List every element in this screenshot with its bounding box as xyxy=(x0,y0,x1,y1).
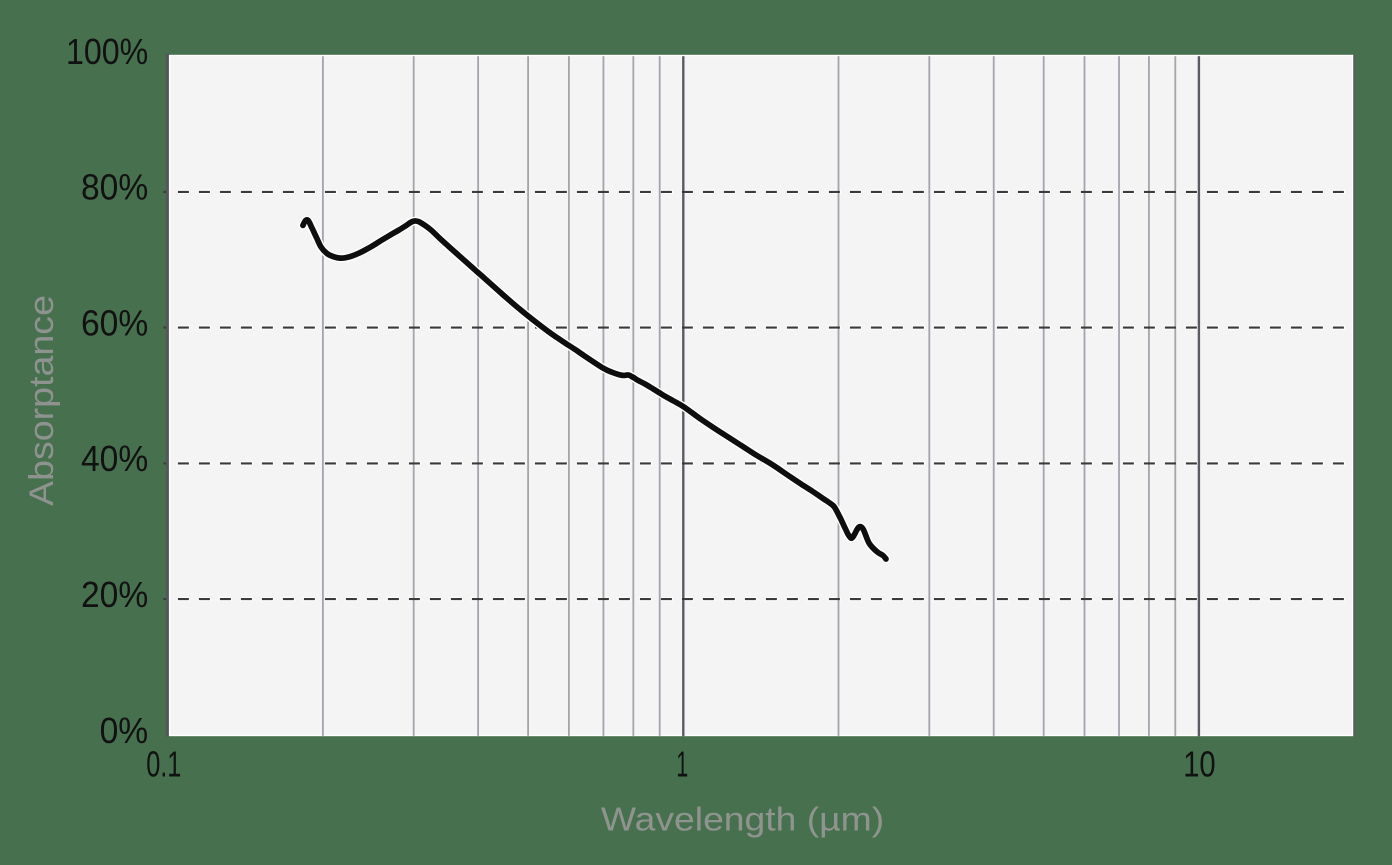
svg-text:100%: 100% xyxy=(66,31,148,72)
svg-text:0.1: 0.1 xyxy=(146,743,181,784)
svg-text:20%: 20% xyxy=(81,574,148,615)
svg-text:Wavelength (µm): Wavelength (µm) xyxy=(601,801,884,838)
svg-text:10: 10 xyxy=(1183,743,1215,784)
svg-text:1: 1 xyxy=(676,743,688,784)
svg-text:60%: 60% xyxy=(81,302,148,343)
svg-text:0%: 0% xyxy=(100,710,149,751)
svg-text:80%: 80% xyxy=(81,167,148,208)
svg-text:40%: 40% xyxy=(81,438,148,479)
svg-text:Absorptance: Absorptance xyxy=(23,295,61,506)
